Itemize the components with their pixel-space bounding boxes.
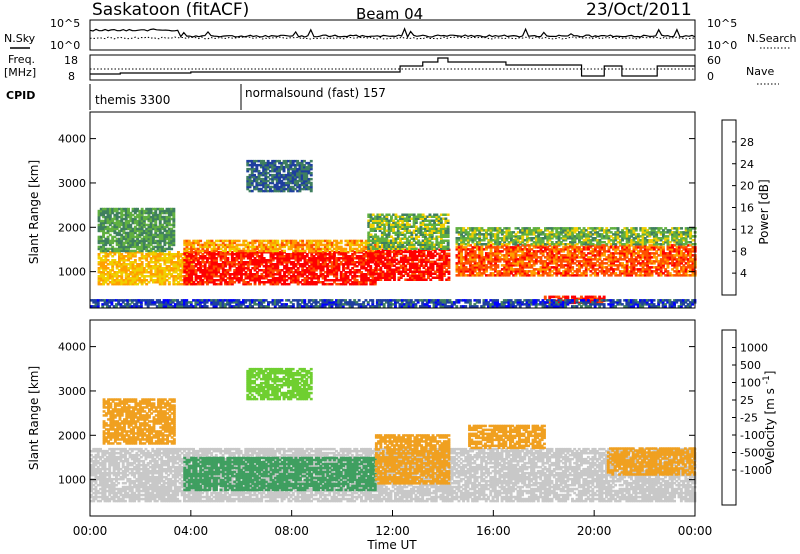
power-cell <box>369 265 372 268</box>
power-heatmap-cells <box>90 160 697 308</box>
noise-left-tick-top: 10^5 <box>50 17 80 30</box>
power-cell <box>447 240 450 243</box>
power-cell <box>310 172 313 175</box>
power-cell <box>448 277 451 280</box>
freq-label-line2: [MHz] <box>4 66 36 79</box>
power-cell <box>159 263 162 266</box>
radar-figure: Saskatoon (fitACF) Beam 04 23/Oct/2011 N… <box>0 0 800 554</box>
freq-left-tick-top: 18 <box>64 54 78 67</box>
cpid-segment-1: themis 3300 <box>95 93 170 107</box>
power-cell <box>276 240 279 243</box>
power-cell <box>448 253 451 256</box>
power-cell <box>170 248 173 251</box>
power-cell <box>238 240 241 243</box>
freq-label-line1: Freq. <box>8 53 35 66</box>
power-cell <box>340 240 343 243</box>
power-cell <box>199 240 202 243</box>
frequency-panel: Freq. [MHz] 18 8 60 0 Nave <box>4 53 779 84</box>
power-cell <box>172 208 175 211</box>
noise-search-label: N.Search <box>747 32 797 45</box>
date-title: 23/Oct/2011 <box>586 0 692 20</box>
power-cell <box>226 257 229 260</box>
noise-right-tick-top: 10^5 <box>707 17 737 30</box>
power-cell <box>127 208 130 211</box>
power-cell <box>310 182 313 185</box>
noise-sky-line <box>90 29 695 37</box>
power-cell <box>134 259 137 262</box>
cpid-panel: CPID themis 3300 normalsound (fast) 157 <box>6 84 386 110</box>
cpid-label: CPID <box>6 89 35 102</box>
freq-left-tick-bottom: 8 <box>68 70 75 83</box>
freq-right-tick-bottom: 0 <box>707 70 714 83</box>
power-cell <box>447 214 450 217</box>
power-cell <box>249 283 252 286</box>
power-cell <box>344 248 347 251</box>
power-cell <box>172 230 175 233</box>
power-cell <box>168 281 171 284</box>
power-cell <box>310 178 313 181</box>
noise-sky-label: N.Sky <box>4 32 36 45</box>
power-cell <box>141 261 144 264</box>
power-cell <box>447 220 450 223</box>
power-cell <box>310 164 313 167</box>
station-title: Saskatoon (fitACF) <box>92 0 249 20</box>
cpid-segment-2: normalsound (fast) 157 <box>245 86 386 100</box>
power-cell <box>301 240 304 243</box>
power-cell <box>415 248 418 251</box>
power-cell <box>448 271 451 274</box>
power-cell <box>283 250 286 253</box>
power-cell <box>571 266 574 269</box>
noise-left-tick-bottom: 10^0 <box>50 39 80 52</box>
power-cell <box>310 160 313 163</box>
nave-line <box>90 58 695 76</box>
power-cell <box>448 259 451 262</box>
power-cell <box>496 264 499 267</box>
freq-right-tick-top: 60 <box>707 54 721 67</box>
power-cell <box>447 226 450 229</box>
noise-right-tick-bottom: 10^0 <box>707 39 737 52</box>
nave-label: Nave <box>746 65 774 78</box>
